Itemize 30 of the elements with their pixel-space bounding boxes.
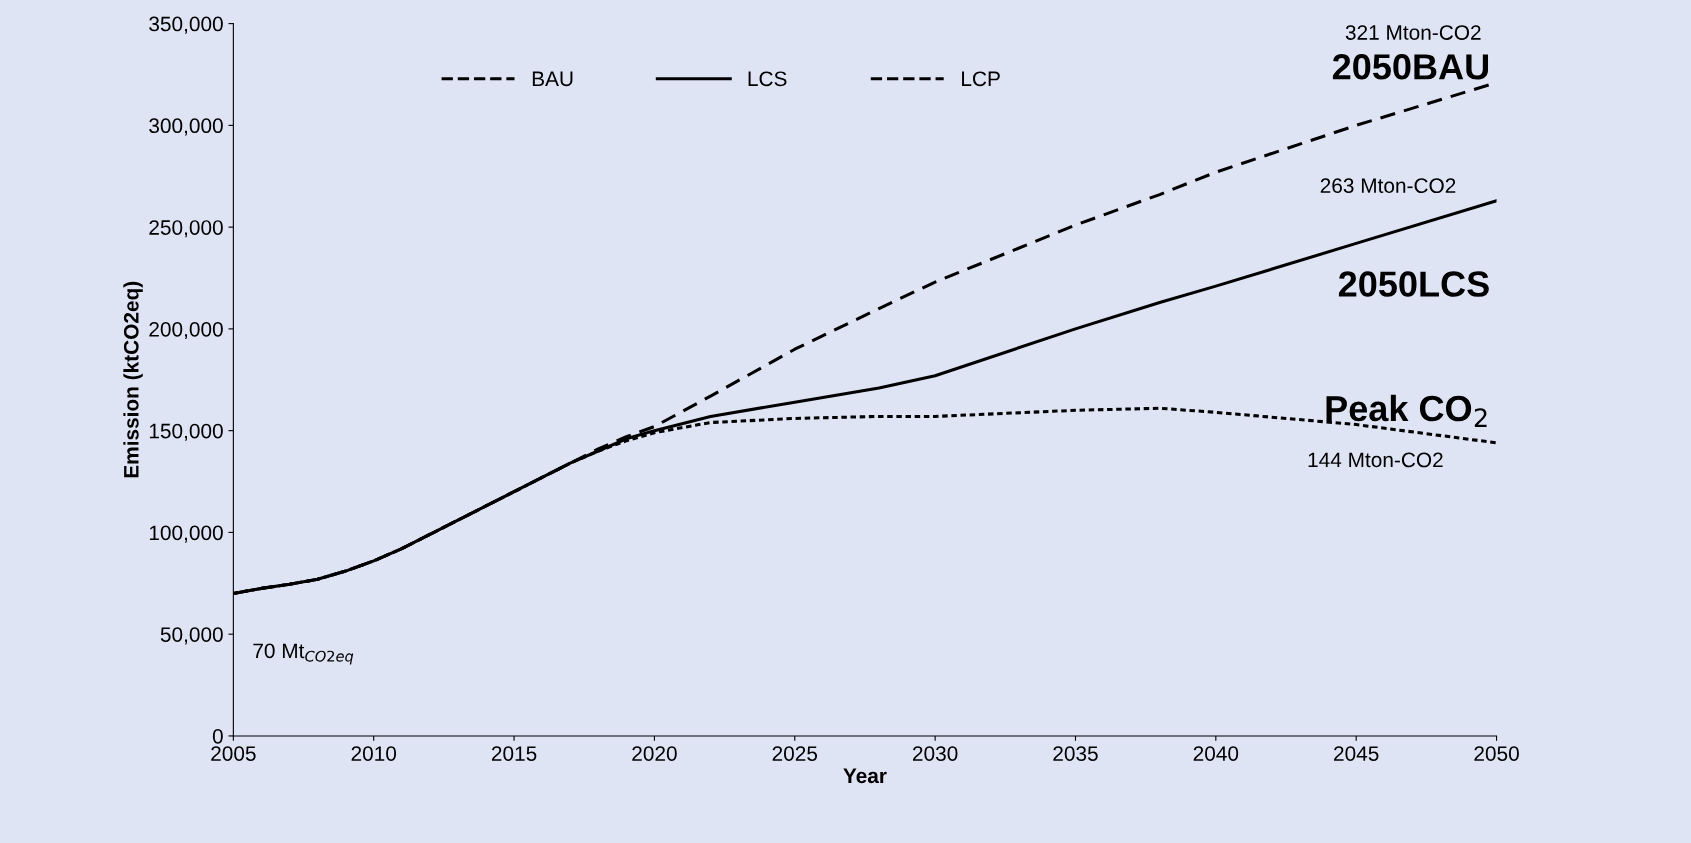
annotation: 321 Mton-CO2 [1345, 25, 1481, 40]
x-tick-label: 2020 [632, 746, 677, 761]
annotation: 263 Mton-CO2 [1320, 178, 1456, 194]
x-tick-label: 2040 [1193, 746, 1239, 761]
x-tick-label: 2050 [1474, 746, 1519, 761]
x-tick-label: 2045 [1334, 746, 1379, 761]
y-axis-title: Emission (ktCO2eq) [123, 281, 143, 478]
y-tick-label: 50,000 [160, 627, 223, 645]
y-tick-label: 150,000 [149, 423, 223, 441]
x-tick-label: 2025 [772, 746, 818, 761]
x-tick-label: 2010 [351, 746, 397, 761]
x-tick-label: 2030 [913, 746, 958, 761]
legend-label: BAU [532, 71, 573, 87]
x-tick-label: 2005 [211, 746, 256, 761]
annotation: 144 Mton-CO2 [1308, 452, 1443, 468]
x-tick-label: 2015 [491, 746, 537, 761]
x-tick-label: 2035 [1053, 746, 1098, 761]
y-tick-label: 0 [212, 728, 223, 744]
y-tick-label: 200,000 [149, 321, 223, 340]
y-tick-label: 300,000 [149, 118, 223, 136]
annotation: Peak CO$_{2}$ [1326, 394, 1487, 427]
annotation: 2050LCS [1338, 271, 1489, 297]
x-axis-title: Year [843, 768, 887, 784]
annotation: 70 Mt$_{CO2eq}$ [253, 643, 354, 665]
y-tick-label: 350,000 [149, 16, 223, 34]
legend-label: LCS [748, 71, 787, 87]
legend-label: LCP [962, 71, 1000, 87]
y-tick-label: 250,000 [149, 220, 223, 238]
y-tick-label: 100,000 [149, 525, 223, 543]
annotation: 2050BAU [1332, 54, 1489, 80]
